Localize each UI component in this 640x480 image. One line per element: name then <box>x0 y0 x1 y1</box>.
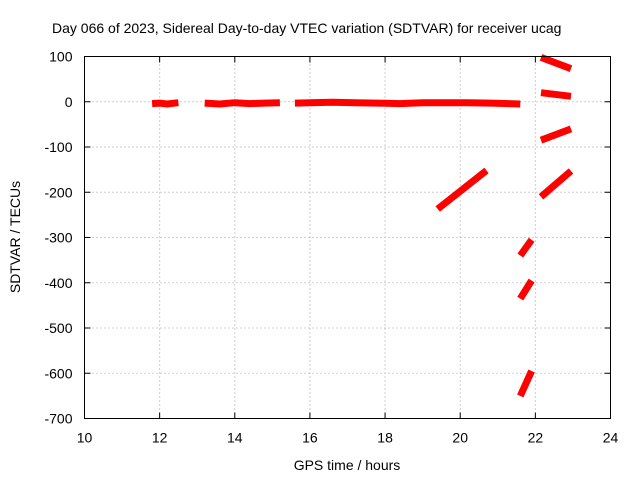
x-tick-label: 10 <box>77 430 93 446</box>
y-tick-label: -700 <box>44 411 72 427</box>
x-tick-label: 18 <box>377 430 393 446</box>
y-tick-label: -100 <box>44 139 72 155</box>
data-segment <box>517 237 535 258</box>
x-axis-ticks: 10 12 14 16 18 20 22 24 <box>77 56 619 446</box>
x-tick-label: 20 <box>452 430 468 446</box>
data-segment <box>517 369 535 398</box>
data-series <box>151 54 574 398</box>
y-tick-label: 0 <box>65 94 73 110</box>
data-segment <box>517 278 535 301</box>
data-segment <box>540 89 572 100</box>
x-tick-label: 12 <box>152 430 168 446</box>
y-tick-label: -400 <box>44 275 72 291</box>
x-tick-label: 16 <box>302 430 318 446</box>
data-segment <box>539 125 573 144</box>
grid <box>84 56 611 419</box>
y-tick-label: -300 <box>44 230 72 246</box>
x-tick-label: 14 <box>227 430 243 446</box>
y-axis-ticks: 100 0 -100 -200 -300 -400 -500 -600 -700 <box>44 49 611 427</box>
y-tick-label: 100 <box>49 49 73 65</box>
x-axis-label: GPS time / hours <box>294 457 401 473</box>
x-tick-label: 24 <box>603 430 619 446</box>
data-segment <box>151 99 179 108</box>
data-segment <box>204 99 280 108</box>
data-segment <box>435 167 489 212</box>
data-segment <box>294 98 521 108</box>
chart-title: Day 066 of 2023, Sidereal Day-to-day VTE… <box>52 20 561 36</box>
data-segment <box>539 54 573 72</box>
x-tick-label: 22 <box>528 430 544 446</box>
data-segment <box>538 168 574 200</box>
y-tick-label: -200 <box>44 184 72 200</box>
y-tick-label: -600 <box>44 365 72 381</box>
plot-frame <box>84 56 611 419</box>
y-tick-label: -500 <box>44 320 72 336</box>
y-axis-label: SDTVAR / TECUs <box>7 181 23 293</box>
